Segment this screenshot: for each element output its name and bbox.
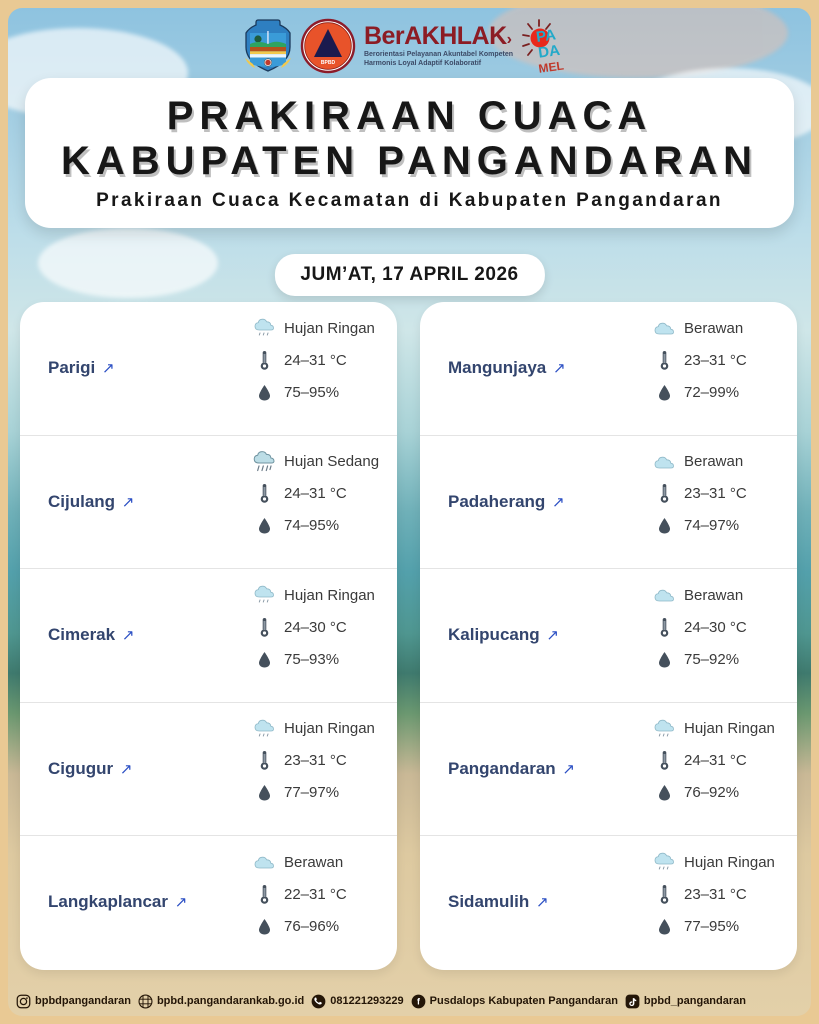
svg-text:f: f (417, 996, 420, 1006)
svg-text:BPBD: BPBD (321, 60, 336, 66)
svg-text:MEL: MEL (538, 58, 565, 74)
